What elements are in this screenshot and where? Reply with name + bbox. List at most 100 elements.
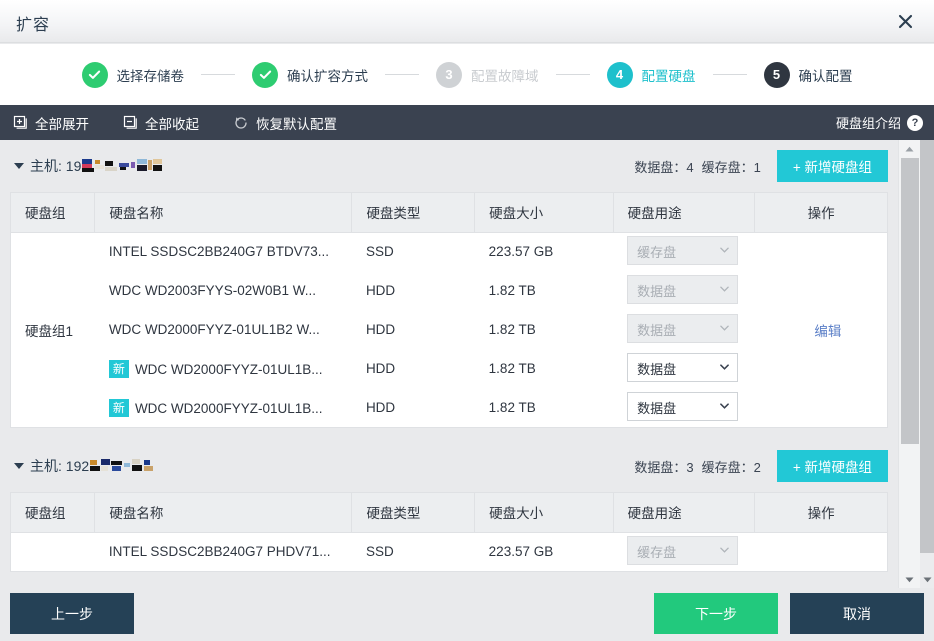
th-disk-group: 硬盘组 bbox=[11, 193, 96, 233]
disk-group-help-label: 硬盘组介绍 bbox=[835, 116, 901, 131]
cache-disk-count-1: 1 bbox=[753, 159, 761, 175]
inner-scrollbar-thumb[interactable] bbox=[901, 158, 919, 444]
step-item-1[interactable]: 选择存储卷 bbox=[81, 61, 185, 88]
step-item-5: 5 确认配置 bbox=[763, 61, 853, 88]
disk-group-help-button[interactable]: 硬盘组介绍 ? bbox=[836, 113, 923, 132]
disk-usage-value: 缓存盘 bbox=[637, 544, 677, 560]
disk-usage-cell: 数据盘 bbox=[613, 388, 755, 427]
host-collapse-caret[interactable] bbox=[14, 163, 24, 169]
disk-config-scroll-area: 主机: 19 bbox=[0, 140, 898, 588]
disk-type-cell: HDD bbox=[351, 388, 475, 427]
step-4-label: 配置硬盘 bbox=[641, 68, 696, 84]
disk-table-head-1: 硬盘组 硬盘名称 硬盘类型 硬盘大小 硬盘用途 操作 bbox=[11, 193, 887, 233]
close-icon[interactable] bbox=[890, 6, 920, 36]
th-disk-usage: 硬盘用途 bbox=[613, 493, 756, 533]
add-disk-group-button-1[interactable]: + 新增硬盘组 bbox=[776, 150, 888, 182]
host-collapse-caret[interactable] bbox=[14, 463, 24, 469]
data-disk-label-2: 数据盘： bbox=[634, 459, 687, 475]
th-disk-usage: 硬盘用途 bbox=[613, 193, 756, 233]
table-row: INTEL SSDSC2BB240G7 PHDV71... SSD 223.57… bbox=[11, 532, 887, 571]
disk-table-2: 硬盘组 硬盘名称 硬盘类型 硬盘大小 硬盘用途 操作 INTEL SSDSC2B… bbox=[11, 493, 887, 571]
disk-name-text: INTEL SSDSC2BB240G7 BTDV73... bbox=[108, 244, 330, 260]
restore-icon bbox=[233, 115, 249, 131]
add-disk-group-button-2[interactable]: + 新增硬盘组 bbox=[776, 450, 888, 482]
expand-all-button[interactable]: 全部展开 bbox=[9, 110, 93, 136]
cancel-button[interactable]: 取消 bbox=[790, 593, 924, 634]
cache-disk-label-1: 缓存盘： bbox=[701, 159, 754, 175]
disk-usage-cell: 数据盘 bbox=[613, 271, 755, 310]
table-row: WDC WD2000FYYZ-01UL1B2 W... HDD 1.82 TB … bbox=[11, 310, 887, 349]
chevron-down-icon bbox=[720, 547, 729, 553]
collapse-all-button[interactable]: 全部收起 bbox=[119, 110, 203, 136]
step-2-label: 确认扩容方式 bbox=[287, 68, 368, 84]
outer-scrollbar[interactable] bbox=[920, 140, 934, 588]
disk-table-body-2: INTEL SSDSC2BB240G7 PHDV71... SSD 223.57… bbox=[11, 532, 887, 571]
disk-size-cell: 1.82 TB bbox=[474, 310, 614, 349]
chevron-down-icon bbox=[720, 402, 730, 409]
disk-name-cell: INTEL SSDSC2BB240G7 BTDV73... bbox=[94, 232, 352, 271]
step-item-2[interactable]: 确认扩容方式 bbox=[252, 61, 368, 88]
data-disk-count-2: 3 bbox=[686, 459, 694, 475]
step-connector bbox=[555, 74, 590, 75]
th-disk-size: 硬盘大小 bbox=[474, 493, 614, 533]
disk-name-text: WDC WD2000FYYZ-01UL1B2 W... bbox=[108, 322, 320, 337]
th-disk-group: 硬盘组 bbox=[11, 493, 96, 533]
page-title: 扩容 bbox=[16, 17, 51, 34]
th-disk-name: 硬盘名称 bbox=[94, 493, 353, 533]
outer-scroll-down-arrow-icon[interactable] bbox=[920, 571, 934, 588]
cache-disk-count-2: 2 bbox=[753, 459, 761, 475]
data-disk-label-1: 数据盘： bbox=[634, 159, 687, 175]
table-row: 新 WDC WD2000FYYZ-01UL1B... HDD 1.82 TB 数据… bbox=[11, 349, 887, 388]
dialog-footer: 上一步 下一步 取消 bbox=[0, 588, 934, 641]
disk-name-text: WDC WD2000FYYZ-01UL1B... bbox=[134, 361, 323, 377]
disk-usage-select[interactable]: 数据盘 bbox=[627, 391, 739, 421]
host-header-2: 主机: 192 数据盘：3 缓存盘：2 + 新增硬盘组 bbox=[0, 440, 898, 492]
table-row: 新 WDC WD2000FYYZ-01UL1B... HDD 1.82 TB 数据… bbox=[11, 388, 887, 427]
disk-size-cell: 1.82 TB bbox=[474, 349, 614, 388]
chevron-down-icon bbox=[720, 247, 729, 253]
host-disk-counts-2: 数据盘：3 缓存盘：2 bbox=[634, 457, 761, 476]
redacted-ip-1 bbox=[82, 158, 170, 176]
disk-usage-select: 数据盘 bbox=[627, 313, 739, 343]
expand-all-icon bbox=[13, 115, 28, 130]
step-item-4[interactable]: 4 配置硬盘 bbox=[606, 61, 696, 88]
scroll-down-arrow-icon[interactable] bbox=[899, 571, 920, 588]
step-3-number: 3 bbox=[436, 61, 462, 88]
previous-step-button[interactable]: 上一步 bbox=[10, 593, 134, 634]
disk-usage-select: 数据盘 bbox=[627, 274, 739, 304]
disk-usage-select[interactable]: 数据盘 bbox=[627, 352, 739, 382]
inner-scrollbar[interactable] bbox=[898, 140, 920, 588]
new-disk-badge: 新 bbox=[108, 398, 129, 417]
edit-link-1[interactable]: 编辑 bbox=[814, 323, 842, 339]
scroll-up-arrow-icon[interactable] bbox=[899, 140, 920, 157]
disk-usage-value: 数据盘 bbox=[637, 322, 677, 338]
next-step-button[interactable]: 下一步 bbox=[654, 593, 778, 634]
chevron-down-icon bbox=[720, 325, 729, 331]
disk-size-cell: 1.82 TB bbox=[474, 388, 614, 427]
disk-size-cell: 223.57 GB bbox=[474, 232, 614, 271]
th-action: 操作 bbox=[754, 193, 887, 233]
th-disk-type: 硬盘类型 bbox=[351, 493, 476, 533]
table-row: WDC WD2003FYYS-02W0B1 W... HDD 1.82 TB 数… bbox=[11, 271, 887, 310]
disk-size-cell: 223.57 GB bbox=[474, 532, 614, 571]
disk-action-cell-2 bbox=[754, 532, 887, 571]
disk-type-cell: SSD bbox=[351, 532, 475, 571]
disk-action-cell-1: 编辑 bbox=[754, 232, 887, 427]
restore-default-button[interactable]: 恢复默认配置 bbox=[229, 110, 341, 136]
host-ip-1: 19 bbox=[65, 158, 82, 174]
host-label-1: 主机: 19 bbox=[30, 156, 170, 176]
action-toolbar: 全部展开 全部收起 恢复默认配置 硬盘组介绍 bbox=[0, 105, 934, 140]
step-2-check-icon bbox=[252, 61, 278, 88]
disk-type-cell: HDD bbox=[351, 271, 475, 310]
host-disk-counts-1: 数据盘：4 缓存盘：1 bbox=[634, 157, 761, 176]
redacted-ip-2 bbox=[90, 458, 158, 476]
step-connector bbox=[385, 74, 419, 75]
disk-usage-value: 数据盘 bbox=[637, 400, 677, 416]
disk-usage-cell: 数据盘 bbox=[613, 310, 755, 349]
disk-type-cell: HDD bbox=[351, 310, 475, 349]
chevron-down-icon bbox=[720, 286, 729, 292]
host-prefix-1: 主机: bbox=[30, 158, 62, 174]
step-1-label: 选择存储卷 bbox=[116, 68, 185, 84]
outer-scrollbar-thumb[interactable] bbox=[920, 140, 934, 553]
disk-name-text: WDC WD2000FYYZ-01UL1B... bbox=[134, 400, 323, 416]
